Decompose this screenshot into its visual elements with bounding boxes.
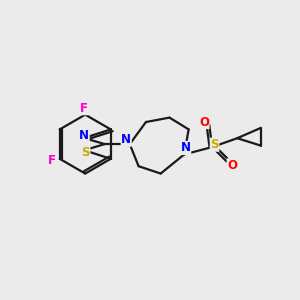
Text: N: N bbox=[181, 141, 191, 154]
Text: O: O bbox=[227, 159, 237, 172]
Text: N: N bbox=[121, 133, 131, 146]
Text: S: S bbox=[210, 138, 219, 151]
Text: F: F bbox=[80, 102, 88, 115]
Text: S: S bbox=[81, 146, 90, 159]
Text: O: O bbox=[199, 116, 209, 128]
Text: F: F bbox=[47, 154, 56, 167]
Text: N: N bbox=[79, 129, 89, 142]
